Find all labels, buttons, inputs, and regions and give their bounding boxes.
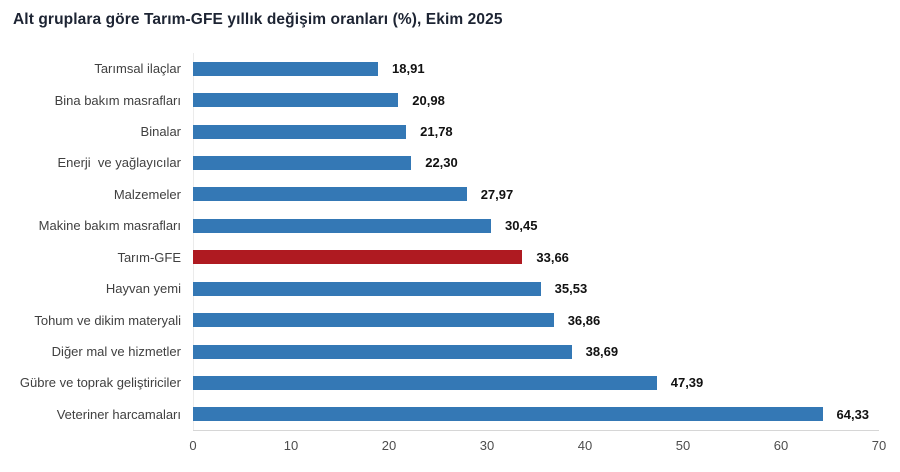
category-label: Binalar — [140, 124, 181, 140]
x-tick-label: 30 — [479, 438, 495, 453]
value-label: 38,69 — [585, 344, 619, 359]
chart-row: Makine bakım masrafları 30,45 — [0, 210, 900, 241]
value-label: 64,33 — [836, 406, 870, 422]
x-tick-label: 50 — [675, 438, 691, 453]
bar[interactable] — [193, 187, 467, 202]
value-label: 20,98 — [412, 92, 445, 108]
bar[interactable] — [193, 281, 541, 296]
chart-title: Alt gruplara göre Tarım-GFE yıllık değiş… — [13, 11, 503, 28]
bar-track: 27,97 — [193, 186, 878, 202]
bar-highlight[interactable] — [193, 250, 523, 265]
category-label: Tarım-GFE — [117, 249, 181, 265]
category-label: Makine bakım masrafları — [38, 218, 181, 234]
value-label: 36,86 — [567, 312, 601, 328]
x-tick-label: 40 — [577, 438, 593, 453]
bar[interactable] — [193, 313, 554, 328]
bar-track: 18,91 — [193, 61, 878, 77]
category-label: Diğer mal ve hizmetler — [51, 344, 181, 359]
chart-row: Enerji ve yağlayıcılar 22,30 — [0, 147, 900, 178]
bar-track: 35,53 — [193, 281, 878, 297]
value-label: 30,45 — [504, 218, 538, 234]
bar-track: 22,30 — [193, 155, 878, 171]
bar-track: 38,69 — [193, 344, 878, 359]
bar-track: 36,86 — [193, 312, 878, 328]
chart-row: Tarımsal ilaçlar 18,91 — [0, 53, 900, 84]
chart-row: Veteriner harcamaları 64,33 — [0, 399, 900, 430]
value-label: 35,53 — [554, 281, 588, 297]
value-label: 22,30 — [425, 155, 458, 171]
value-label: 18,91 — [392, 61, 425, 77]
x-tick-label: 20 — [381, 438, 397, 453]
chart-row: Tarım-GFE 33,66 — [0, 242, 900, 273]
category-label: Gübre ve toprak geliştiriciler — [19, 375, 181, 391]
bar[interactable] — [193, 375, 657, 390]
category-label: Hayvan yemi — [105, 281, 181, 297]
category-label: Bina bakım masrafları — [54, 92, 181, 108]
value-label: 21,78 — [420, 124, 453, 140]
chart-row: Malzemeler 27,97 — [0, 179, 900, 210]
x-tick-label: 70 — [871, 438, 887, 453]
bar-track: 20,98 — [193, 92, 878, 108]
bar-track: 64,33 — [193, 406, 878, 422]
bar[interactable] — [193, 344, 572, 359]
bar-track: 21,78 — [193, 124, 878, 140]
value-label: 47,39 — [670, 375, 704, 391]
bar-track: 47,39 — [193, 375, 878, 391]
y-axis-line — [193, 53, 194, 430]
chart-row: Hayvan yemi 35,53 — [0, 273, 900, 304]
category-label: Tohum ve dikim materyali — [34, 312, 181, 328]
category-label: Malzemeler — [113, 186, 181, 202]
x-axis: 0 10 20 30 40 50 60 70 — [189, 438, 886, 454]
chart-row: Bina bakım masrafları 20,98 — [0, 84, 900, 115]
value-label: 33,66 — [536, 249, 569, 265]
bar[interactable] — [193, 407, 823, 422]
bar[interactable] — [193, 93, 399, 108]
category-label: Tarımsal ilaçlar — [94, 61, 181, 77]
value-label: 27,97 — [480, 186, 514, 202]
x-axis-line — [193, 430, 879, 431]
bar[interactable] — [193, 61, 379, 76]
bar-track: 33,66 — [193, 249, 878, 265]
bar-chart: Tarımsal ilaçlar 18,91 Bina bakım masrafla… — [0, 53, 900, 430]
bar[interactable] — [193, 155, 412, 170]
x-tick-label: 60 — [773, 438, 789, 453]
bar[interactable] — [193, 124, 407, 139]
category-label: Veteriner harcamaları — [56, 406, 181, 422]
x-tick-label: 0 — [189, 438, 197, 453]
chart-row: Gübre ve toprak geliştiriciler 47,39 — [0, 367, 900, 398]
chart-row: Diğer mal ve hizmetler 38,69 — [0, 336, 900, 367]
chart-row: Tohum ve dikim materyali 36,86 — [0, 304, 900, 335]
bar[interactable] — [193, 218, 491, 233]
chart-row: Binalar 21,78 — [0, 116, 900, 147]
x-tick-label: 10 — [283, 438, 299, 453]
category-label: Enerji ve yağlayıcılar — [57, 155, 181, 171]
bar-track: 30,45 — [193, 218, 878, 234]
